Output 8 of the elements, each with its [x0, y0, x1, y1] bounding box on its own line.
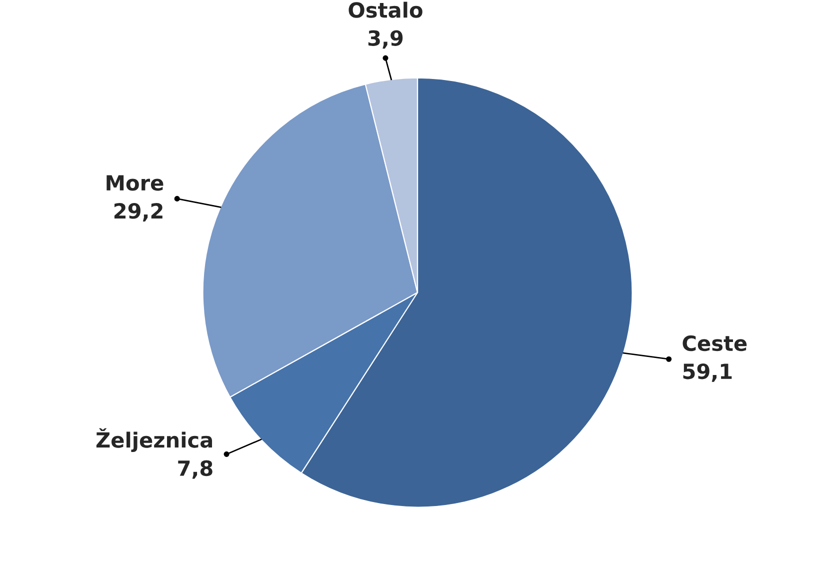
data-label: 59,1	[683, 363, 732, 382]
data-label: 3,9	[368, 30, 403, 49]
data-label: 29,2	[114, 203, 162, 222]
slice-label: Željeznica	[96, 428, 212, 452]
data-label: 7,8	[178, 460, 212, 479]
slice-label: Ostalo	[348, 2, 422, 18]
slice-label: More	[106, 175, 164, 191]
slice-label: Ceste	[682, 335, 747, 352]
